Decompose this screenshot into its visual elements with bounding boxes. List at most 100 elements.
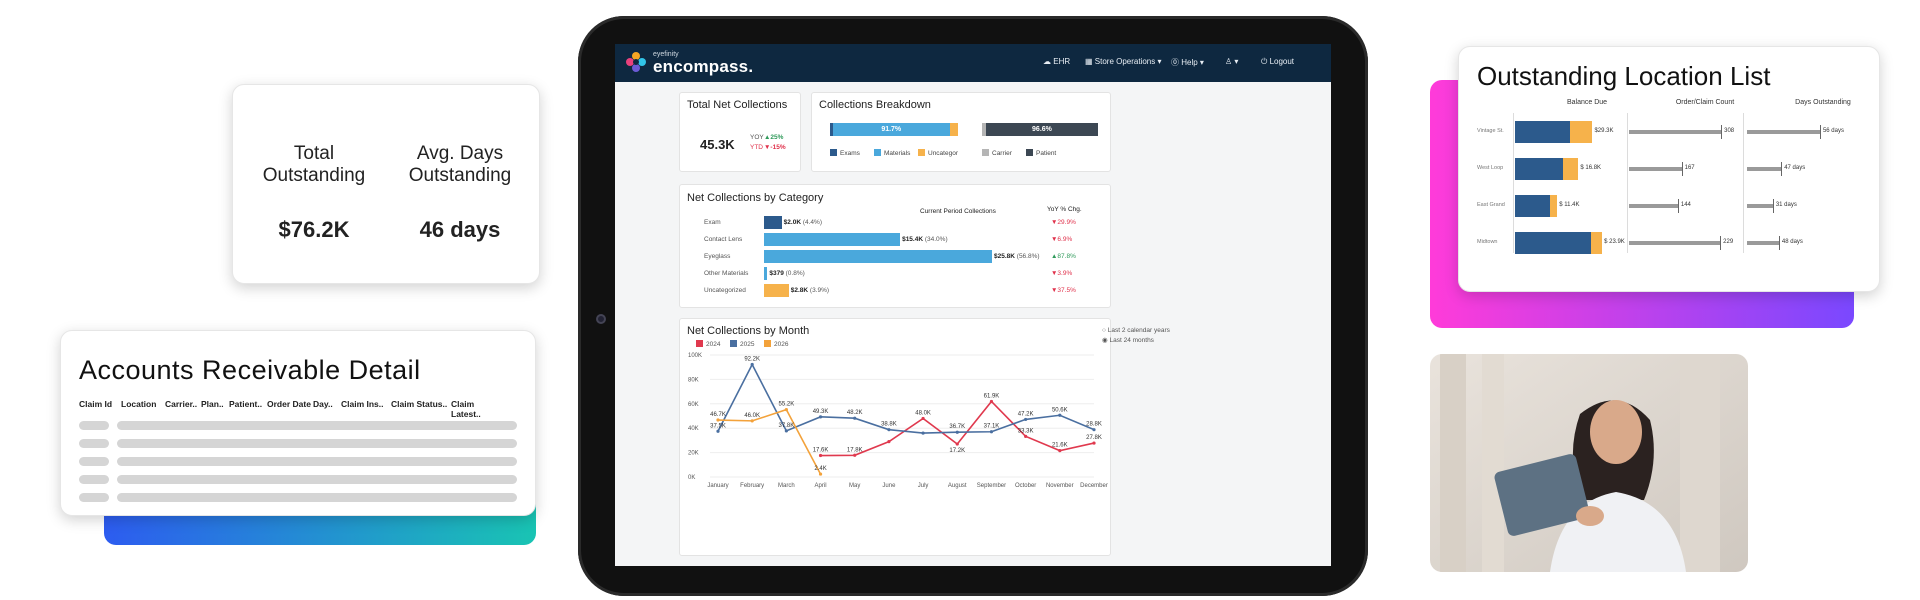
data-label: 55.2K [779, 402, 795, 408]
location-row[interactable]: West Loop $ 16.8K 167 47 days [1459, 158, 1879, 180]
balance-bar-light [1590, 232, 1603, 254]
days-tick [1781, 162, 1783, 176]
data-label: 46.0K [744, 413, 760, 419]
ar-column-header[interactable]: Plan.. [201, 399, 224, 409]
x-tick-label: September [977, 483, 1006, 489]
current-period-header: Current Period Collections [920, 208, 996, 215]
nav-help-label: Help [1181, 58, 1198, 67]
data-label: 17.6K [813, 448, 829, 454]
category-yoy: ▼29.9% [1051, 219, 1076, 226]
tablet-camera [596, 314, 606, 324]
count-label: 144 [1680, 202, 1691, 208]
option-last-24-months[interactable]: ◉ Last 24 months [1102, 336, 1154, 344]
location-row[interactable]: Vintage St. $29.3K 308 56 days [1459, 121, 1879, 143]
ar-column-header[interactable]: Claim Latest.. [451, 399, 481, 419]
series-swatch [730, 340, 737, 347]
data-label: 50.6K [1052, 407, 1068, 413]
nav-help[interactable]: ⓪ Help ▾ [1171, 57, 1204, 68]
location-row[interactable]: East Grand $ 11.4K 144 31 days [1459, 195, 1879, 217]
balance-bar-dark [1515, 232, 1591, 254]
x-tick-label: May [849, 483, 860, 489]
data-label: 61.9K [984, 393, 1000, 399]
total-outstanding-kpi: Total Outstanding $76.2K [239, 143, 389, 243]
option-last-2-years[interactable]: ○ Last 2 calendar years [1102, 327, 1170, 334]
accounts-receivable-card: Accounts Receivable Detail Claim Id Locat… [60, 330, 536, 516]
legend-label: Patient [1036, 150, 1057, 157]
breakdown-segment: 91.7% [832, 123, 950, 136]
data-point [989, 399, 994, 404]
column-divider [1513, 113, 1514, 253]
ar-column-header[interactable]: Claim Id [79, 399, 113, 409]
ar-column-header[interactable]: Claim Ins.. [341, 399, 384, 409]
data-label: 47.2K [1018, 411, 1034, 417]
legend-item: Uncategorized [918, 149, 958, 157]
data-label: 27.8K [1086, 435, 1102, 441]
category-value: $2.0K (4.4%) [784, 219, 822, 226]
nav-user-menu[interactable]: ♙ ▾ [1225, 57, 1238, 66]
data-point [1058, 413, 1062, 417]
location-name: Vintage St. [1477, 128, 1504, 134]
collections-breakdown-panel: Collections Breakdown 91.7% 96.6% Exams M… [811, 92, 1111, 172]
total-net-collections-value: 45.3K [700, 137, 735, 152]
data-label: 37.1K [984, 424, 1000, 430]
location-name: East Grand [1477, 202, 1505, 208]
total-net-collections-title: Total Net Collections [687, 99, 788, 111]
placeholder-cell [117, 493, 517, 502]
category-share: (0.8%) [783, 270, 805, 277]
balance-bar-light [1563, 158, 1579, 180]
x-tick-label: August [948, 483, 967, 489]
ar-column-header[interactable]: Location [121, 399, 157, 409]
help-icon: ⓪ [1171, 58, 1182, 67]
total-outstanding-card: Total Outstanding $76.2K Avg. Days Outst… [232, 84, 540, 284]
ar-column-header[interactable]: Day.. [313, 399, 333, 409]
balance-bar-dark [1515, 121, 1570, 143]
data-label: 2.4K [814, 466, 826, 472]
ar-column-header[interactable]: Patient.. [229, 399, 263, 409]
data-label: 49.3K [813, 409, 829, 415]
days-bar [1747, 130, 1820, 134]
legend-swatch [982, 149, 989, 156]
data-point [887, 440, 891, 444]
category-value: $25.8K (56.8%) [994, 253, 1040, 260]
ar-column-header[interactable]: Claim Status.. [391, 399, 448, 409]
y-tick-label: 100K [688, 353, 702, 359]
balance-bar-light [1550, 195, 1558, 217]
count-bar [1629, 204, 1678, 208]
total-outstanding-label: Total Outstanding [262, 143, 366, 186]
series-name: 2026 [774, 341, 789, 348]
placeholder-cell [79, 493, 109, 502]
data-label: 92.2K [744, 357, 760, 363]
nav-logout[interactable]: ⏻ Logout [1261, 57, 1294, 67]
ar-column-header[interactable]: Carrier.. [165, 399, 198, 409]
x-tick-label: February [740, 483, 764, 489]
placeholder-cell [117, 421, 517, 430]
data-point [716, 418, 720, 422]
category-name: Other Materials [704, 270, 749, 277]
ar-column-header[interactable]: Order Date [267, 399, 311, 409]
data-label: 48.0K [915, 410, 931, 416]
avg-days-kpi: Avg. Days Outstanding 46 days [385, 143, 535, 243]
category-bar [764, 216, 782, 229]
legend-swatch [918, 149, 925, 156]
data-point [818, 415, 823, 419]
ar-table-header: Claim Id Location Carrier.. Plan.. Patient..… [79, 399, 503, 419]
placeholder-cell [79, 457, 109, 466]
data-point [750, 362, 754, 367]
category-name: Exam [704, 219, 721, 226]
category-amount: $2.0K [783, 219, 802, 226]
legend-swatch [874, 149, 881, 156]
data-point [1024, 417, 1028, 422]
data-label: 17.2K [949, 448, 965, 454]
nav-ehr-label: EHR [1053, 57, 1071, 66]
y-tick-label: 60K [688, 402, 699, 408]
location-row[interactable]: Midtown $ 23.9K 229 48 days [1459, 232, 1879, 254]
placeholder-cell [117, 439, 517, 448]
count-bar [1629, 241, 1721, 245]
nav-ehr[interactable]: ☁ EHR [1043, 57, 1070, 66]
days-label: 56 days [1822, 128, 1844, 134]
category-yoy: ▼3.9% [1051, 270, 1073, 277]
data-label: 38.8K [881, 422, 897, 428]
nav-store-operations[interactable]: ▦ Store Operations ▾ [1085, 57, 1162, 66]
data-label: 37.5K [710, 423, 726, 429]
data-point [818, 472, 823, 476]
